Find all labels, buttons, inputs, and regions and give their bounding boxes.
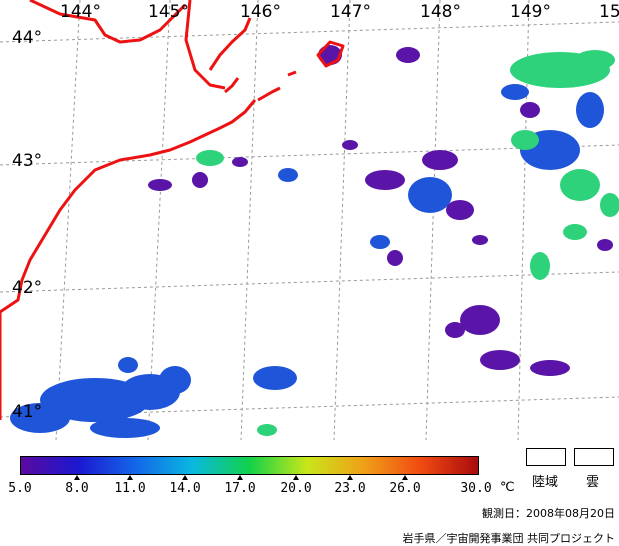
- colorbar-tick-mark: [182, 475, 188, 480]
- latitude-label-43: 43°: [12, 151, 43, 171]
- sst-patch: [396, 47, 420, 63]
- colorbar-tick-mark: [127, 475, 133, 480]
- colorbar-tick-label: 17.0: [224, 481, 256, 496]
- sst-patch: [257, 424, 277, 436]
- colorbar-tick-mark: [237, 475, 243, 480]
- sst-patch: [480, 350, 520, 370]
- meridian-line: [240, 0, 259, 440]
- sst-patch: [387, 250, 403, 266]
- sst-patch: [192, 172, 208, 188]
- longitude-label-150: 15: [599, 2, 619, 22]
- sst-patch: [576, 92, 604, 128]
- sst-patch: [90, 418, 160, 438]
- coastline-segment: [257, 86, 281, 102]
- sst-patch: [600, 193, 619, 217]
- longitude-label-145: 145°: [148, 2, 189, 22]
- colorbar-tick-label: 30.0: [460, 481, 492, 496]
- sst-map: [0, 0, 619, 440]
- sst-patch: [232, 157, 248, 167]
- cloud-legend-swatch: [574, 448, 614, 466]
- meridian-line: [55, 0, 81, 440]
- temperature-colorbar: [20, 456, 479, 475]
- sst-patch: [278, 168, 298, 182]
- sst-patch: [460, 305, 500, 335]
- sst-patch: [422, 150, 458, 170]
- longitude-label-144: 144°: [60, 2, 101, 22]
- sst-patch: [408, 177, 452, 213]
- coastline-segment: [208, 17, 252, 71]
- sst-patch: [342, 140, 358, 150]
- colorbar-tick-label: 26.0: [389, 481, 421, 496]
- sst-patch: [148, 179, 172, 191]
- parallel-line: [0, 271, 619, 293]
- temperature-unit: ℃: [500, 480, 515, 495]
- coastline: [0, 0, 345, 420]
- sst-patch: [511, 130, 539, 150]
- colorbar-tick-label: 5.0: [8, 481, 32, 496]
- longitude-label-148: 148°: [420, 2, 461, 22]
- latitude-label-42: 42°: [12, 278, 43, 298]
- longitude-label-146: 146°: [240, 2, 281, 22]
- sst-patch: [560, 169, 600, 201]
- sst-patch: [196, 150, 224, 166]
- colorbar-tick-label: 20.0: [280, 481, 312, 496]
- longitude-label-149: 149°: [510, 2, 551, 22]
- sst-patch: [563, 224, 587, 240]
- meridian-line: [333, 0, 351, 440]
- sst-patch: [10, 403, 70, 433]
- sst-patch: [501, 84, 529, 100]
- sst-patch: [445, 322, 465, 338]
- sst-patch: [365, 170, 405, 190]
- credit-line: 岩手県／宇宙開発事業団 共同プロジェクト: [402, 532, 616, 545]
- land-legend-label: 陸域: [532, 475, 559, 490]
- coastline-segment: [184, 0, 226, 90]
- meridian-line: [425, 0, 441, 440]
- coastline-segment: [224, 77, 240, 94]
- sst-patch: [530, 252, 550, 280]
- observation-date: 観測日：2008年08月20日: [482, 507, 615, 520]
- sst-patch: [370, 235, 390, 249]
- sst-patch: [575, 50, 615, 70]
- sst-patch: [159, 366, 191, 394]
- sst-patch: [520, 102, 540, 118]
- parallel-line: [0, 21, 619, 43]
- colorbar-tick-label: 8.0: [65, 481, 89, 496]
- colorbar-tick-label: 23.0: [334, 481, 366, 496]
- colorbar-tick-mark: [293, 475, 299, 480]
- coastline-segment: [287, 70, 297, 77]
- sst-patch: [446, 200, 474, 220]
- land-legend-swatch: [526, 448, 566, 466]
- colorbar-tick-mark: [402, 475, 408, 480]
- sst-patch: [597, 239, 613, 251]
- sst-patch: [253, 366, 297, 390]
- colorbar-tick-mark: [347, 475, 353, 480]
- coastline-segment: [29, 0, 187, 44]
- colorbar-tick-label: 11.0: [114, 481, 146, 496]
- cloud-legend-label: 雲: [586, 475, 600, 490]
- sst-patch: [118, 357, 138, 373]
- coastline-segment: [316, 40, 345, 68]
- colorbar-tick-mark: [74, 475, 80, 480]
- latitude-label-41: 41°: [12, 402, 43, 422]
- coastline-segment: [0, 99, 257, 420]
- parallel-line: [0, 144, 619, 166]
- sst-patch: [472, 235, 488, 245]
- sst-patch: [530, 360, 570, 376]
- sst-patches: [10, 45, 619, 438]
- meridian-line: [147, 0, 171, 440]
- latitude-label-44: 44°: [12, 28, 43, 48]
- longitude-label-147: 147°: [330, 2, 371, 22]
- colorbar-tick-label: 14.0: [169, 481, 201, 496]
